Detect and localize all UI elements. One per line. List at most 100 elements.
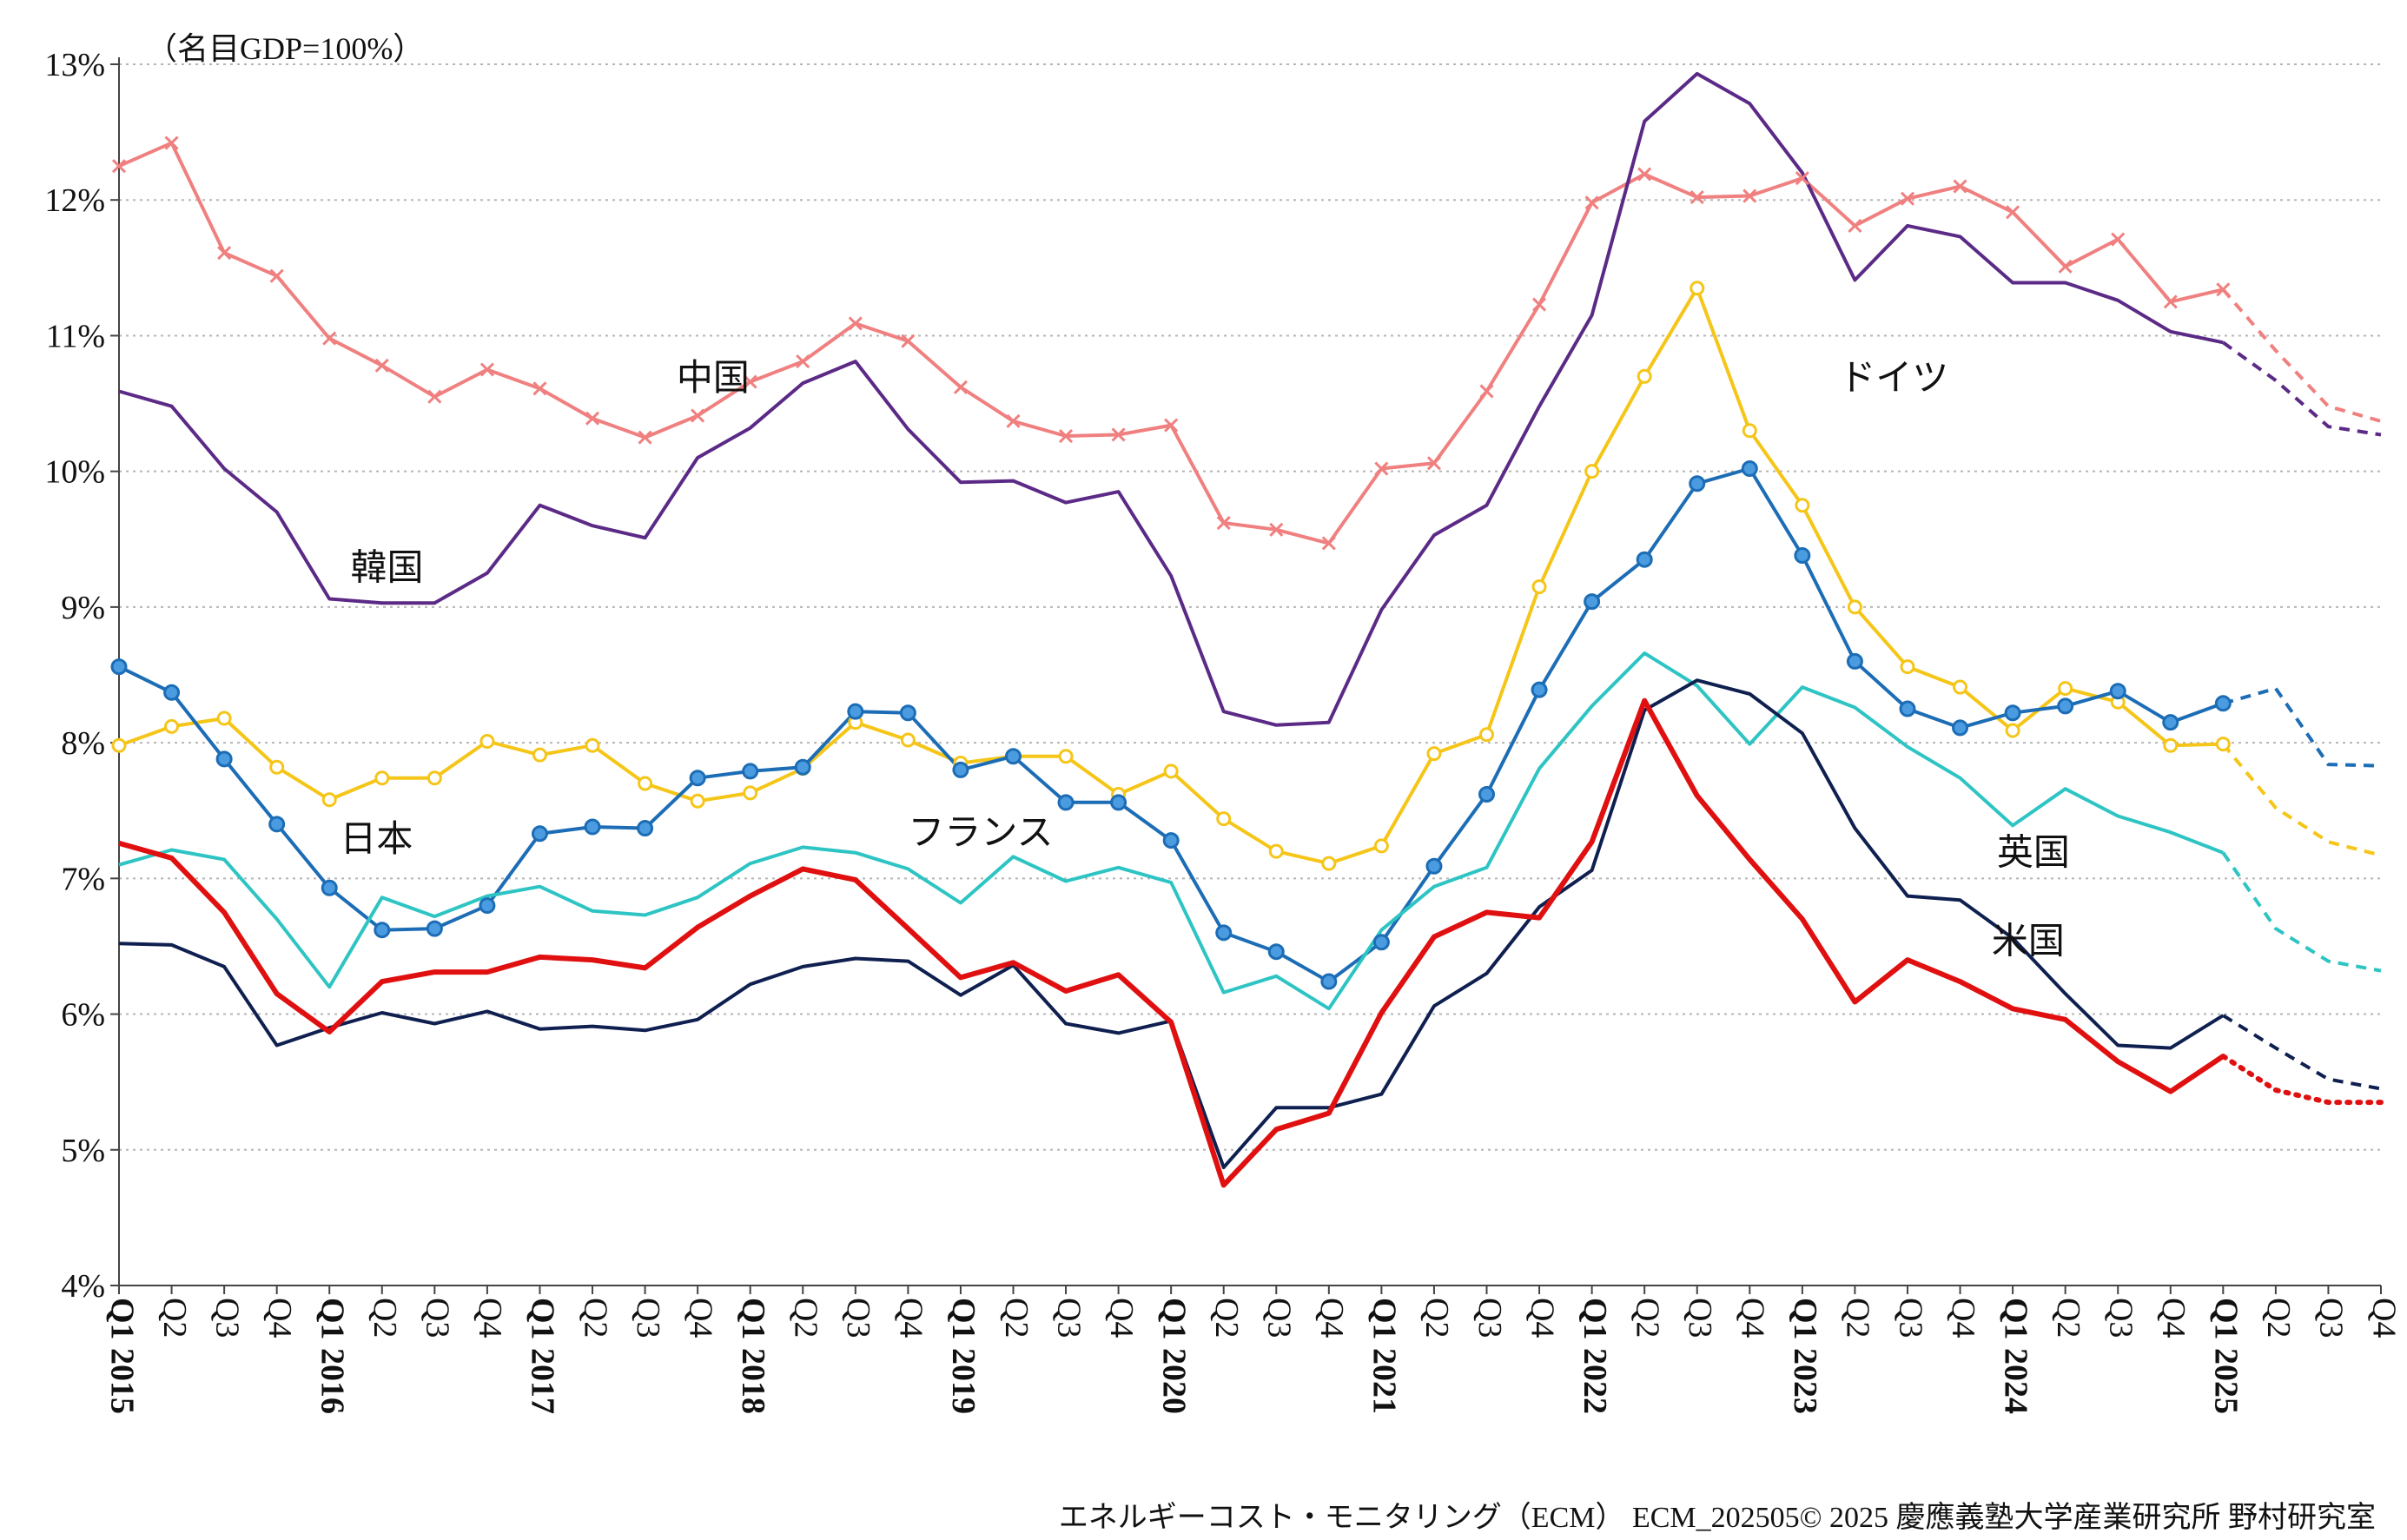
x-tick-label: Q2 xyxy=(1208,1298,1245,1338)
x-tick-label: Q1 2024 xyxy=(1997,1298,2033,1414)
series-中国-point xyxy=(1426,456,1442,471)
unit-note: （名目GDP=100%） xyxy=(146,31,424,66)
credit-text: エネルギーコスト・モニタリング（ECM） ECM_202505© 2025 慶應… xyxy=(1059,1501,2376,1534)
marker-stroke xyxy=(1006,413,1021,428)
x-tick-label: Q4 xyxy=(261,1298,298,1338)
series-ドイツ-point xyxy=(1742,423,1757,439)
series-中国-point xyxy=(479,362,494,377)
x-tick-label: Q2 xyxy=(1629,1298,1665,1338)
series-ドイツ-point xyxy=(690,793,705,809)
series-ドイツ-label: ドイツ xyxy=(1839,359,1948,399)
marker-stroke xyxy=(1742,188,1757,203)
series-日本-point xyxy=(1952,719,1969,737)
x-tick-label: Q3 xyxy=(1471,1298,1508,1338)
x-tick-label: Q1 2022 xyxy=(1577,1298,1613,1414)
series-ドイツ-point xyxy=(111,737,127,753)
series-ドイツ-point xyxy=(216,711,232,726)
series-中国-line xyxy=(118,141,2224,545)
series-日本-point xyxy=(1372,934,1390,951)
series-ドイツ-point xyxy=(1321,856,1337,871)
x-tick-label: Q3 xyxy=(630,1298,666,1338)
x-tick-label: Q2 xyxy=(2260,1298,2297,1338)
series-ドイツ-point xyxy=(1900,659,1915,675)
x-tick-label: Q2 xyxy=(788,1298,824,1338)
series-ドイツ-point xyxy=(1795,498,1810,513)
x-tick-label: Q4 xyxy=(2155,1298,2192,1338)
series-中国-point xyxy=(2163,294,2178,309)
x-tick-label: Q3 xyxy=(1261,1298,1298,1338)
y-tick-label: 10% xyxy=(44,454,105,491)
series-英国-forecast-line xyxy=(2222,1014,2382,1091)
series-フランス-label: フランス xyxy=(908,813,1053,853)
marker-stroke xyxy=(2163,294,2178,309)
gridlines xyxy=(119,63,2381,1151)
series-中国-point xyxy=(585,411,600,426)
marker-stroke xyxy=(1058,428,1074,444)
series-ドイツ-point xyxy=(321,792,337,808)
x-tick-label: Q1 2025 xyxy=(2208,1298,2245,1414)
series-中国-point xyxy=(322,331,337,346)
y-tick-label: 5% xyxy=(61,1133,105,1169)
series-米国-line xyxy=(118,697,2225,1188)
series-日本-point xyxy=(584,818,601,836)
series-中国-point xyxy=(2006,205,2020,220)
series-ドイツ-point xyxy=(1163,763,1179,779)
series-中国-point xyxy=(1532,297,1547,312)
x-tick-label: Q1 2019 xyxy=(945,1298,982,1414)
series-日本-point xyxy=(1899,700,1916,717)
series-中国-point xyxy=(1269,522,1284,537)
marker-stroke xyxy=(796,354,810,369)
series-ドイツ-point xyxy=(1268,843,1284,859)
series-日本-point xyxy=(1110,794,1127,811)
marker-stroke xyxy=(269,268,284,283)
x-tick-label: Q3 xyxy=(2102,1298,2139,1338)
series-日本-point xyxy=(2057,697,2074,715)
x-tick-label: Q3 xyxy=(420,1298,456,1338)
series-中国-point xyxy=(1584,195,1599,210)
series-日本-point xyxy=(742,763,759,780)
series-中国-point xyxy=(638,430,652,445)
series-ドイツ-point xyxy=(532,747,547,763)
series-ドイツ-point xyxy=(1216,811,1232,827)
series-日本-point xyxy=(952,761,969,778)
series-中国-point xyxy=(1164,418,1179,433)
marker-stroke xyxy=(1111,427,1126,442)
series-ドイツ-point xyxy=(2163,737,2179,753)
series-日本-point xyxy=(1004,748,1022,765)
x-tick-label: Q3 xyxy=(1682,1298,1718,1338)
marker-stroke xyxy=(479,362,494,377)
series-日本-point xyxy=(2109,683,2126,700)
series-中国-point xyxy=(164,135,179,150)
series-中国-point xyxy=(848,316,863,331)
series-日本-point xyxy=(479,897,496,915)
marker-stroke xyxy=(532,381,547,396)
series-中国-point xyxy=(796,354,810,369)
series-米国-forecast-line xyxy=(2220,1054,2384,1106)
series-英国-label: 英国 xyxy=(1997,834,2070,874)
series-ドイツ-point xyxy=(585,737,600,753)
x-tick-label: Q1 2016 xyxy=(314,1298,351,1414)
x-tick-label: Q4 xyxy=(472,1298,508,1338)
series-日本-point xyxy=(1320,973,1338,990)
series-中国-point xyxy=(2111,232,2126,247)
series-中国-point xyxy=(691,408,705,423)
y-tick-label: 12% xyxy=(44,182,105,219)
marker-stroke xyxy=(2111,232,2126,247)
series-フランス-forecast-line xyxy=(2221,851,2382,973)
marker-stroke xyxy=(2058,259,2073,274)
marker-stroke xyxy=(1637,167,1652,182)
series-日本-point xyxy=(110,658,128,676)
series-ドイツ-point xyxy=(1479,727,1495,743)
x-tick-label: Q4 xyxy=(682,1298,718,1338)
x-tick-label: Q4 xyxy=(1524,1298,1560,1338)
x-tick-label: Q2 xyxy=(998,1298,1035,1338)
series-日本-point xyxy=(1636,551,1653,568)
x-tick-label: Q3 xyxy=(840,1298,876,1338)
marker-stroke xyxy=(1848,218,1862,233)
marker-stroke xyxy=(1216,515,1231,531)
series-ドイツ-point xyxy=(269,759,285,775)
series-日本-point xyxy=(215,750,233,768)
series-日本-label: 日本 xyxy=(340,820,413,860)
marker-stroke xyxy=(427,389,442,404)
series-中国-point xyxy=(1690,190,1704,205)
